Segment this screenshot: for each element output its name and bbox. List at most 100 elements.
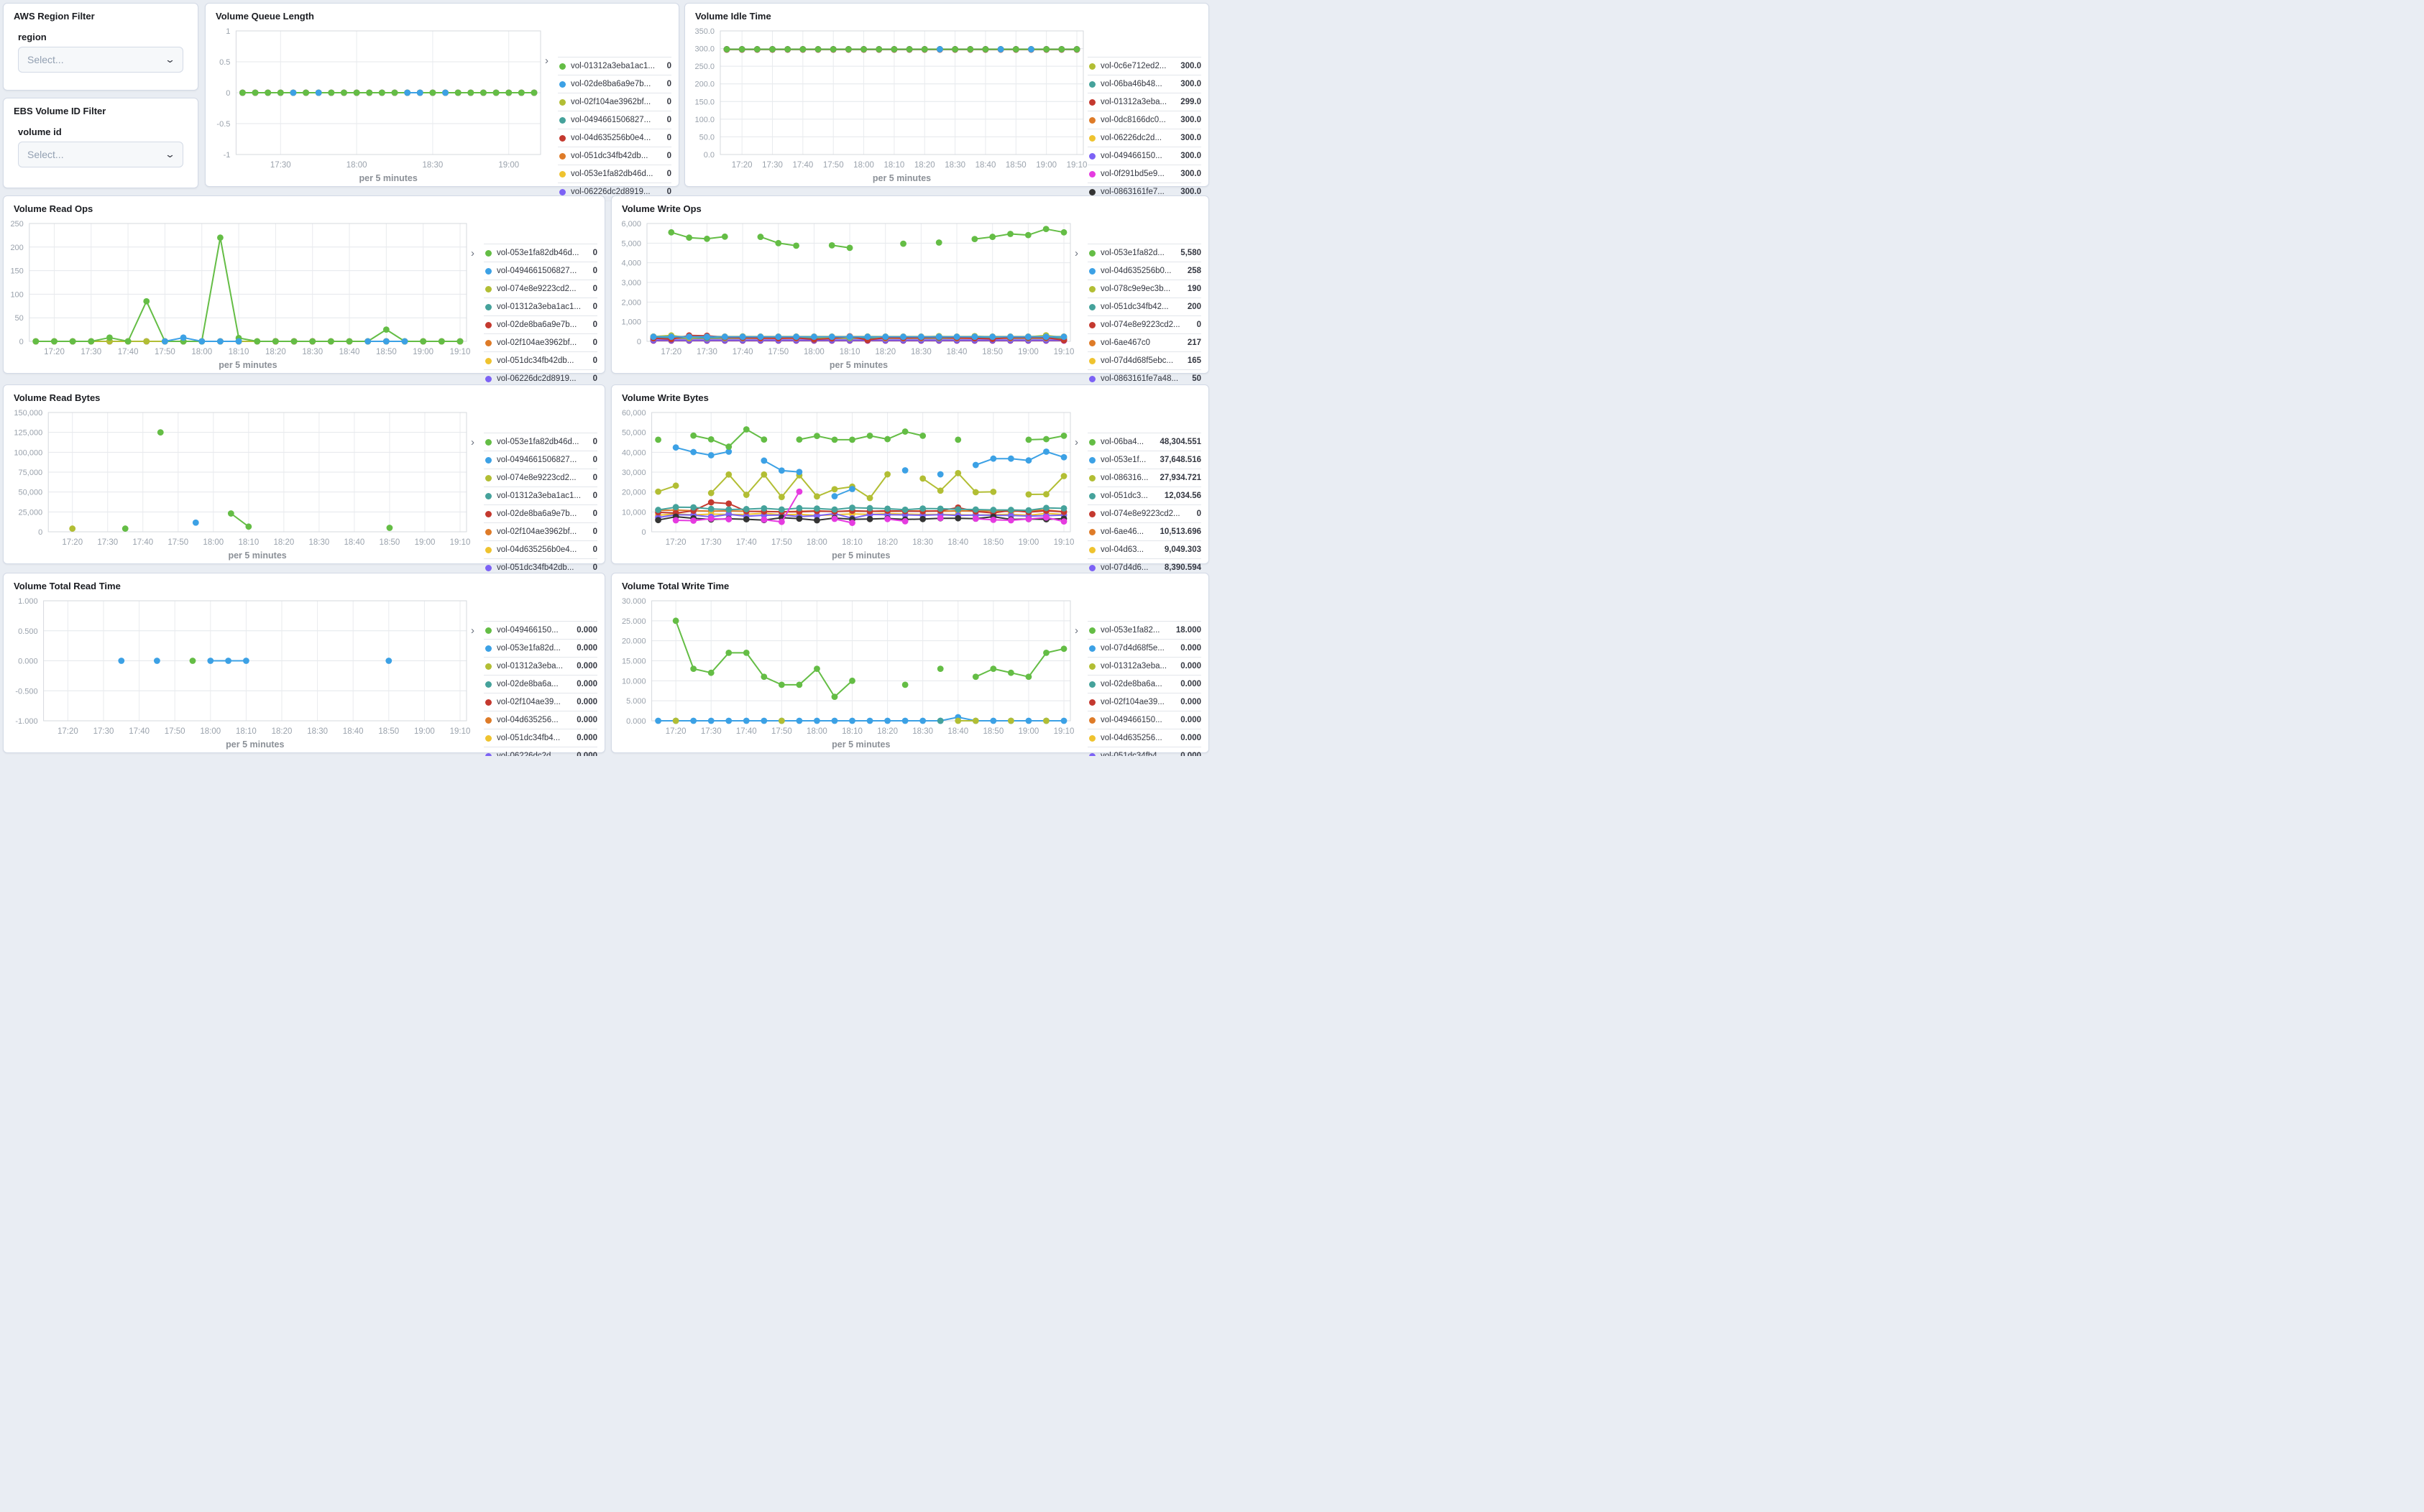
legend-series-label: vol-04d635256b0e4... — [571, 134, 651, 142]
legend-item[interactable]: vol-01312a3eba... 299.0 — [1088, 93, 1201, 111]
legend-item[interactable]: vol-074e8e9223cd2... 0 — [484, 280, 597, 298]
legend-series-dot-icon — [559, 188, 566, 195]
legend-item[interactable]: vol-04d635256b0e4... 0 — [558, 129, 671, 147]
legend-item[interactable]: vol-053e1fa82db46d... 0 — [484, 244, 597, 262]
legend-item[interactable]: vol-053e1fa82d... 5,580 — [1088, 244, 1201, 262]
legend-item[interactable]: vol-0dc8166dc0... 300.0 — [1088, 111, 1201, 129]
legend-collapse-chevron-icon[interactable]: › — [471, 436, 474, 448]
chart-plot-area[interactable]: 60,000 50,000 40,000 30,000 20,000 10,000 0 17:… — [612, 405, 1075, 563]
legend-item[interactable]: vol-06226dc2d... 300.0 — [1088, 129, 1201, 147]
legend-item[interactable]: vol-051dc3... 12,034.56 — [1088, 487, 1201, 504]
legend-item[interactable]: vol-051dc34fb4... 0.000 — [1088, 747, 1201, 756]
legend-item[interactable]: vol-086316... 27,934.721 — [1088, 469, 1201, 487]
legend-item[interactable]: vol-6ae467c0 217 — [1088, 333, 1201, 351]
legend-item[interactable]: vol-02f104ae39... 0.000 — [484, 693, 597, 711]
legend-item[interactable]: vol-06ba4... 48,304.551 — [1088, 433, 1201, 451]
legend-collapse-chevron-icon[interactable]: › — [471, 624, 474, 637]
chart-plot-area[interactable]: 30.000 25.000 20.000 15.000 10.000 5.000 0.000… — [612, 594, 1075, 752]
legend-series-label: vol-0494661506827... — [571, 116, 651, 124]
legend-item[interactable]: vol-01312a3eba... 0.000 — [484, 657, 597, 675]
legend-item[interactable]: vol-051dc34fb4... 0.000 — [484, 729, 597, 747]
legend-series-value: 0 — [592, 374, 597, 383]
legend-item[interactable]: vol-053e1fa82db46d... 0 — [558, 165, 671, 183]
legend-item[interactable]: vol-04d63... 9,049.303 — [1088, 540, 1201, 558]
legend-item[interactable]: vol-078c9e9ec3b... 190 — [1088, 280, 1201, 298]
legend-item[interactable]: vol-02de8ba6a9e7b... 0 — [484, 504, 597, 522]
legend-series-value: 165 — [1187, 356, 1201, 365]
chart-plot-area[interactable]: 6,000 5,000 4,000 3,000 2,000 1,000 0 17:20 17:3… — [612, 216, 1075, 373]
legend-item[interactable]: vol-074e8e9223cd2... 0 — [1088, 504, 1201, 522]
legend-item[interactable]: vol-02de8ba6a9e7b... 0 — [558, 75, 671, 93]
legend-item[interactable]: vol-049466150... 300.0 — [1088, 147, 1201, 165]
legend-item[interactable]: vol-051dc34fb42db... 0 — [558, 147, 671, 165]
legend-item[interactable]: vol-0494661506827... 0 — [484, 262, 597, 280]
legend-series-dot-icon — [1089, 510, 1096, 517]
legend-series-dot-icon — [485, 321, 492, 328]
legend-item[interactable]: vol-04d635256b0... 258 — [1088, 262, 1201, 280]
x-axis-label: per 5 minutes — [228, 550, 286, 561]
legend-item[interactable]: vol-02de8ba6a9e7b... 0 — [484, 315, 597, 333]
chart-plot-area[interactable]: 1.000 0.500 0.000 -0.500 -1.000 17:20 17:30 17:… — [4, 594, 471, 752]
legend-series-value: 0 — [592, 249, 597, 257]
legend-item[interactable]: vol-0494661506827... 0 — [484, 451, 597, 469]
legend-item[interactable]: vol-01312a3eba1ac1... 0 — [558, 57, 671, 75]
svg-text:18:30: 18:30 — [912, 538, 933, 547]
legend-collapse-chevron-icon[interactable]: › — [545, 55, 548, 67]
legend-item[interactable]: vol-01312a3eba... 0.000 — [1088, 657, 1201, 675]
legend-item[interactable]: vol-02f104ae39... 0.000 — [1088, 693, 1201, 711]
legend-item[interactable]: vol-053e1fa82d... 0.000 — [484, 639, 597, 657]
legend-series-value: 0.000 — [577, 698, 597, 706]
legend-item[interactable]: vol-053e1f... 37,648.516 — [1088, 451, 1201, 469]
svg-text:60,000: 60,000 — [622, 409, 646, 418]
chart-plot-area[interactable]: 150,000 125,000 100,000 75,000 50,000 25,000 0… — [4, 405, 471, 563]
svg-text:18:40: 18:40 — [975, 161, 996, 170]
chart-plot-area[interactable]: 350.0 300.0 250.0 200.0 150.0 100.0 50.0 0.0 17:… — [685, 24, 1088, 186]
legend-item[interactable]: vol-0f291bd5e9... 300.0 — [1088, 165, 1201, 183]
legend-item[interactable]: vol-07d4d68f5e... 0.000 — [1088, 639, 1201, 657]
legend-item[interactable]: vol-049466150... 0.000 — [484, 621, 597, 639]
legend-collapse-chevron-icon[interactable]: › — [1075, 624, 1078, 637]
legend-item[interactable]: vol-053e1fa82... 18.000 — [1088, 621, 1201, 639]
legend-item[interactable]: vol-02f104ae3962bf... 0 — [484, 522, 597, 540]
legend-item[interactable]: vol-074e8e9223cd2... 0 — [1088, 315, 1201, 333]
legend-item[interactable]: vol-04d635256... 0.000 — [1088, 729, 1201, 747]
legend-item[interactable]: vol-01312a3eba1ac1... 0 — [484, 487, 597, 504]
legend-series-value: 0.000 — [1180, 716, 1201, 724]
legend-series-label: vol-01312a3eba1ac1... — [497, 303, 582, 311]
svg-text:18:30: 18:30 — [911, 348, 932, 356]
legend-series-value: 0.000 — [1180, 680, 1201, 688]
region-select[interactable]: Select... ⌄ — [18, 47, 183, 73]
legend-item[interactable]: vol-04d635256b0e4... 0 — [484, 540, 597, 558]
legend-item[interactable]: vol-02de8ba6a... 0.000 — [484, 675, 597, 693]
legend-series-value: 0.000 — [577, 680, 597, 688]
legend-item[interactable]: vol-04d635256... 0.000 — [484, 711, 597, 729]
volume-id-select[interactable]: Select... ⌄ — [18, 142, 183, 167]
legend-item[interactable]: vol-07d4d68f5ebc... 165 — [1088, 351, 1201, 369]
chart-plot-area[interactable]: 1 0.5 0 -0.5 -1 17:30 18:00 18:30 19:00 per 5 min… — [206, 24, 545, 186]
legend-item[interactable]: vol-06ba46b48... 300.0 — [1088, 75, 1201, 93]
legend-item[interactable]: vol-6ae46... 10,513.696 — [1088, 522, 1201, 540]
legend-item[interactable]: vol-02de8ba6a... 0.000 — [1088, 675, 1201, 693]
legend-collapse-chevron-icon[interactable]: › — [1075, 247, 1078, 259]
svg-text:17:40: 17:40 — [792, 161, 813, 170]
legend-item[interactable]: vol-053e1fa82db46d... 0 — [484, 433, 597, 451]
legend-item[interactable]: vol-06226dc2d... 0.000 — [484, 747, 597, 756]
legend-item[interactable]: vol-01312a3eba1ac1... 0 — [484, 298, 597, 315]
legend-item[interactable]: vol-049466150... 0.000 — [1088, 711, 1201, 729]
legend-item[interactable]: vol-074e8e9223cd2... 0 — [484, 469, 597, 487]
legend-series-label: vol-074e8e9223cd2... — [497, 285, 577, 293]
legend-collapse-chevron-icon[interactable]: › — [1075, 436, 1078, 448]
legend-collapse-chevron-icon[interactable]: › — [471, 247, 474, 259]
legend-item[interactable]: vol-051dc34fb42db... 0 — [484, 351, 597, 369]
legend-item[interactable]: vol-07d4d6... 8,390.594 — [1088, 558, 1201, 577]
legend-item[interactable]: vol-02f104ae3962bf... 0 — [484, 333, 597, 351]
legend-item[interactable]: vol-0494661506827... 0 — [558, 111, 671, 129]
legend-item[interactable]: vol-02f104ae3962bf... 0 — [558, 93, 671, 111]
svg-text:17:40: 17:40 — [132, 538, 153, 547]
legend-item[interactable]: vol-0c6e712ed2... 300.0 — [1088, 57, 1201, 75]
legend-item[interactable]: vol-051dc34fb42... 200 — [1088, 298, 1201, 315]
chart-plot-area[interactable]: 250 200 150 100 50 0 17:20 17:30 17:40 17:50 18:00… — [4, 216, 471, 373]
svg-text:18:40: 18:40 — [947, 727, 968, 736]
svg-text:1: 1 — [226, 27, 230, 36]
x-axis-label: per 5 minutes — [359, 173, 418, 183]
